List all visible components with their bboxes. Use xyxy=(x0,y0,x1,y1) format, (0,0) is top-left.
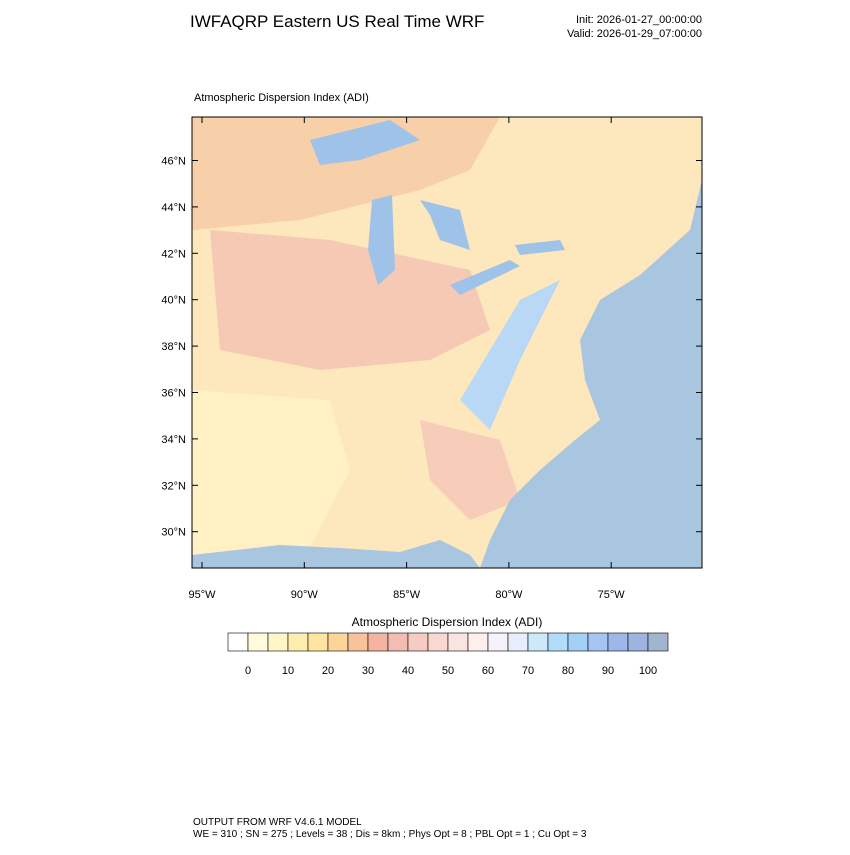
colorbar-box xyxy=(447,632,469,652)
colorbar-box xyxy=(647,632,669,652)
colorbar-box xyxy=(627,632,649,652)
colorbar-label: 100 xyxy=(639,665,657,677)
colorbar-box xyxy=(287,632,309,652)
colorbar-box xyxy=(347,632,369,652)
lake-erie xyxy=(450,260,520,295)
ocean xyxy=(480,180,702,568)
colorbar-box xyxy=(407,632,429,652)
colorbar-box xyxy=(527,632,549,652)
colorbar-box xyxy=(327,632,349,652)
lon-labels: 95°W 90°W 85°W 80°W 75°W xyxy=(188,117,625,601)
map-title: Atmospheric Dispersion Index (ADI) xyxy=(194,92,369,104)
lake-huron xyxy=(420,200,470,250)
colorbar-box xyxy=(387,632,409,652)
appalachian-low xyxy=(460,280,560,430)
land-north xyxy=(192,117,500,230)
colorbar-box xyxy=(487,632,509,652)
lat-label: 36°N xyxy=(161,388,186,400)
footer-line: WE = 310 ; SN = 275 ; Levels = 38 ; Dis … xyxy=(193,829,587,840)
colorbar-box xyxy=(507,632,529,652)
lon-label: 75°W xyxy=(598,589,626,601)
lon-label: 80°W xyxy=(495,589,523,601)
lat-label: 40°N xyxy=(161,295,186,307)
colorbar-label: 40 xyxy=(402,665,414,677)
colorbar-box xyxy=(247,632,269,652)
colorbar-label: 50 xyxy=(442,665,454,677)
lat-label: 32°N xyxy=(161,480,186,492)
lat-label: 30°N xyxy=(161,527,186,539)
colorbar-label: 20 xyxy=(322,665,334,677)
lon-label: 90°W xyxy=(291,589,319,601)
lat-label: 34°N xyxy=(161,434,186,446)
colorbar-box xyxy=(467,632,489,652)
lake-ontario xyxy=(515,240,565,255)
south-land xyxy=(192,390,350,568)
footer-line: OUTPUT FROM WRF V4.6.1 MODEL xyxy=(193,817,362,828)
colorbar-label: 90 xyxy=(602,665,614,677)
colorbar-title: Atmospheric Dispersion Index (ADI) xyxy=(352,615,543,629)
lat-labels: 46°N 44°N 42°N 40°N 38°N 36°N 34°N 32°N 30°N xyxy=(161,156,702,539)
title: IWFAQRP Eastern US Real Time WRF xyxy=(190,12,484,31)
colorbar-box xyxy=(547,632,569,652)
colorbar-label: 80 xyxy=(562,665,574,677)
colorbar-label: 10 xyxy=(282,665,294,677)
lat-label: 42°N xyxy=(161,248,186,260)
lat-label: 44°N xyxy=(161,202,186,214)
colorbar-box xyxy=(227,632,249,652)
lake-michigan xyxy=(368,195,395,285)
lat-label: 38°N xyxy=(161,341,186,353)
colorbar-label: 60 xyxy=(482,665,494,677)
carolina-high xyxy=(420,420,520,520)
high-adi xyxy=(210,230,490,370)
lake-superior xyxy=(310,120,420,165)
gulf xyxy=(192,540,480,568)
colorbar-box xyxy=(567,632,589,652)
lat-label: 46°N xyxy=(161,156,186,168)
valid-time: Valid: 2026-01-29_07:00:00 xyxy=(567,28,702,40)
colorbar-box xyxy=(607,632,629,652)
colorbar-label: 70 xyxy=(522,665,534,677)
lon-label: 95°W xyxy=(188,589,216,601)
colorbar-label: 0 xyxy=(245,665,251,677)
colorbar-box xyxy=(307,632,329,652)
colorbar-box xyxy=(267,632,289,652)
map-frame xyxy=(191,116,703,569)
colorbar: 0 10 20 30 40 50 60 70 80 90 100 xyxy=(227,632,669,677)
map: 46°N 44°N 42°N 40°N 38°N 36°N 34°N 32°N 30°N 95°… xyxy=(161,116,703,601)
colorbar-label: 30 xyxy=(362,665,374,677)
init-time: Init: 2026-01-27_00:00:00 xyxy=(576,14,702,26)
colorbar-box xyxy=(587,632,609,652)
colorbar-box xyxy=(367,632,389,652)
lon-label: 85°W xyxy=(393,589,421,601)
colorbar-box xyxy=(427,632,449,652)
